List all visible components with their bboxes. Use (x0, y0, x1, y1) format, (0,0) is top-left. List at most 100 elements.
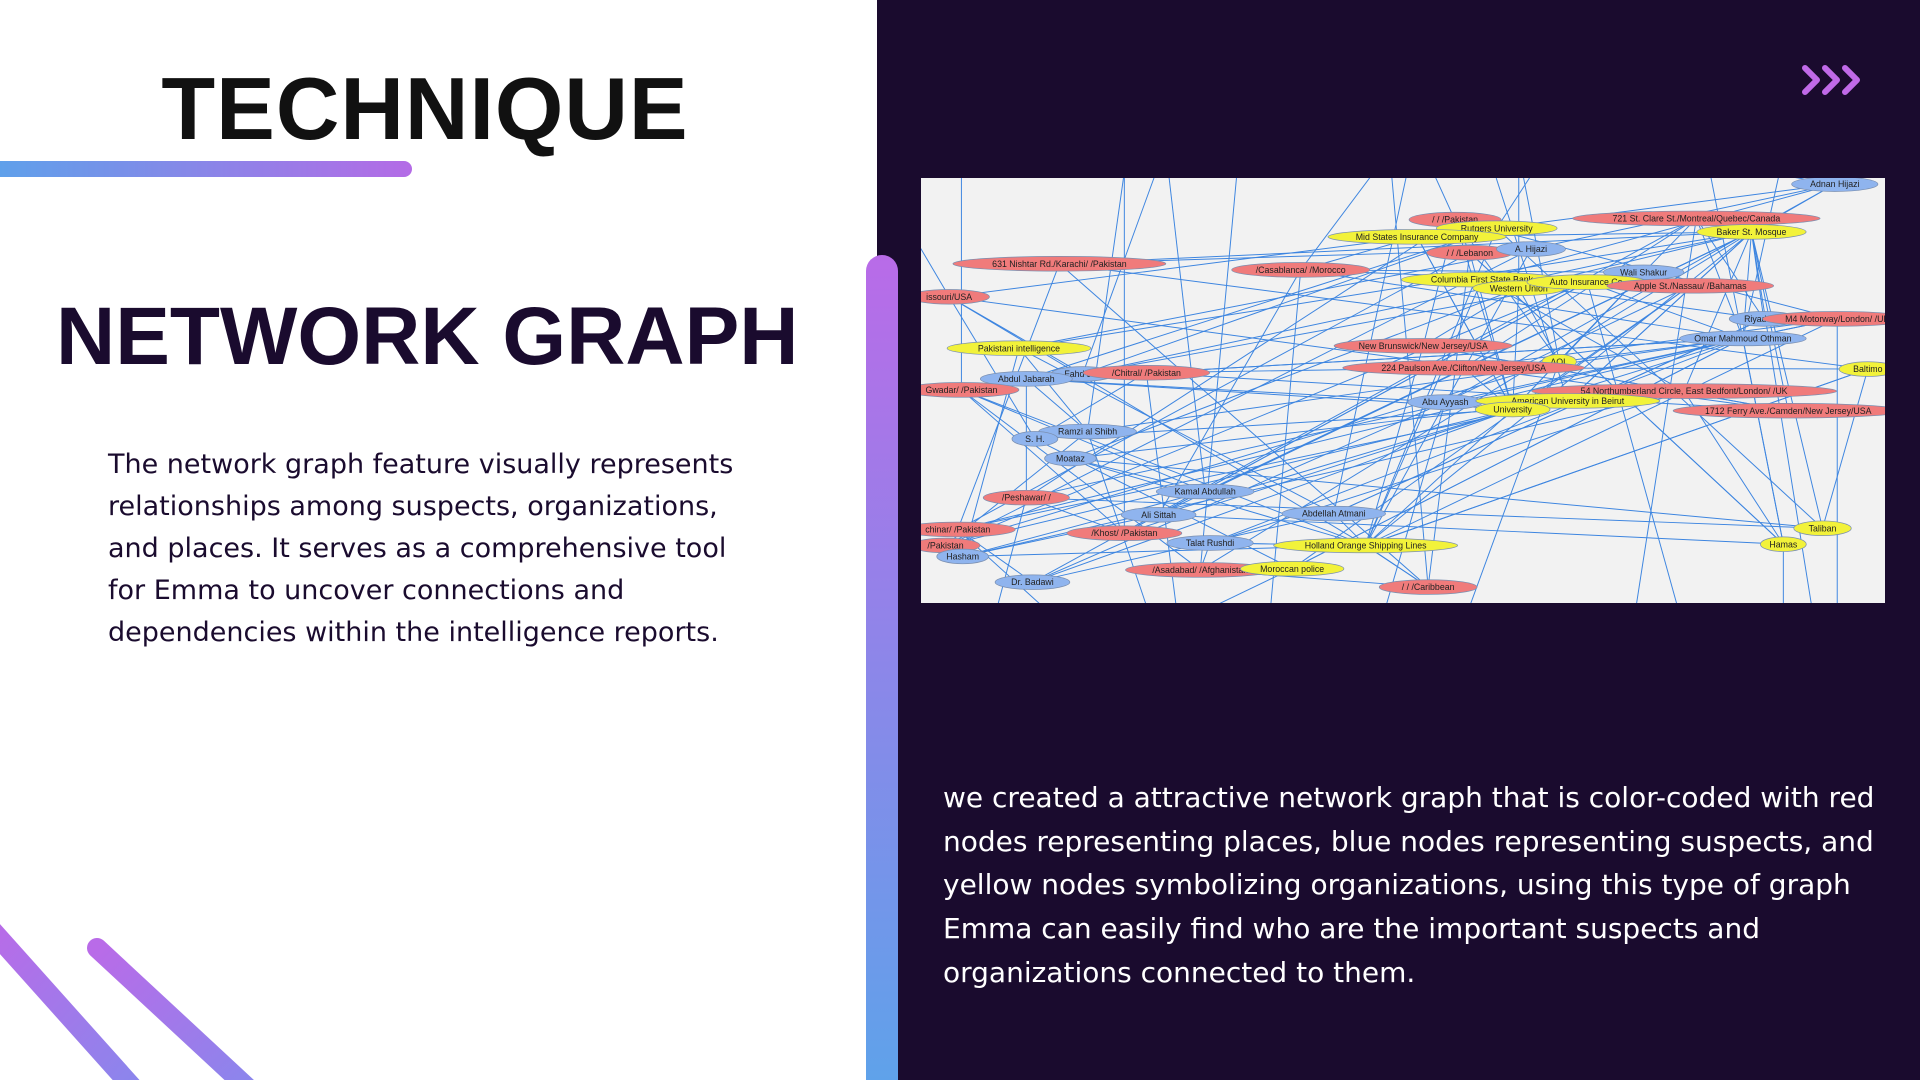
edge (1059, 263, 1429, 588)
node-label: Adnan Hijazi (1810, 179, 1859, 189)
node-label: Baker St. Mosque (1717, 227, 1787, 237)
node (921, 382, 1020, 398)
edge (949, 236, 1418, 299)
node-label: Western Union (1490, 283, 1548, 293)
node-label: chinar/ /Pakistan (925, 525, 990, 535)
node-label: 721 St. Clare St./Montreal/Quebec/Canada (1612, 213, 1780, 223)
edge (1070, 287, 1519, 459)
node-label: Apple St./Nassau/ /Bahamas (1634, 281, 1747, 291)
node-label: Mid States Insurance Company (1356, 232, 1479, 242)
node (1672, 402, 1885, 419)
chevrons-icon (1802, 65, 1860, 95)
edge (957, 263, 1060, 530)
node-label: 224 Paulson Ave./Clifton/New Jersey/USA (1381, 363, 1546, 373)
node (952, 256, 1167, 272)
edge (1026, 495, 1823, 529)
edge (1146, 337, 1743, 375)
node-label: / / /Caribbean (1402, 582, 1455, 592)
node (1606, 278, 1775, 294)
edge (1365, 279, 1483, 546)
node-label: Ali Sittah (1141, 510, 1176, 520)
text-line: Emma can easily find who are the importa… (943, 912, 1760, 946)
node (1240, 560, 1345, 577)
edge (1291, 285, 1691, 570)
edge (1643, 218, 1697, 273)
edge (957, 400, 1568, 531)
edge (1496, 178, 1531, 229)
node (1474, 401, 1551, 418)
edge (1018, 347, 1088, 432)
edge (1751, 231, 1812, 603)
edge (1032, 409, 1513, 583)
edge (1026, 337, 1744, 499)
edge (1087, 431, 1147, 603)
edge (961, 389, 1206, 492)
edge (1026, 378, 1088, 432)
node-label: /Khost/ /Pakistan (1091, 528, 1157, 538)
edge (1158, 269, 1302, 516)
edge (1270, 269, 1302, 603)
caption: we created a attractive network graph th… (943, 776, 1874, 995)
node (1762, 311, 1885, 327)
edge (1365, 368, 1869, 547)
node-label: Abdul Jabarah (998, 374, 1055, 384)
edge (1082, 280, 1588, 375)
text-line: and places. It serves as a comprehensive… (108, 533, 727, 564)
node-label: Hamas (1769, 539, 1797, 549)
edge (1365, 409, 1513, 546)
edge (1300, 178, 1371, 271)
node (1166, 535, 1254, 551)
node-label: S. H. (1025, 434, 1045, 444)
left-panel (0, 0, 877, 1080)
edge (1026, 376, 1446, 403)
node (1273, 537, 1459, 554)
decorative-stripes (0, 924, 254, 1080)
edge (957, 529, 1033, 583)
node (1496, 241, 1566, 257)
edge (948, 296, 1036, 440)
edge (948, 296, 1083, 375)
node (1044, 450, 1097, 467)
node (1327, 229, 1507, 245)
text-line: The network graph feature visually repre… (108, 449, 734, 480)
node-label: Auto Insurance Co. (1550, 277, 1625, 287)
text-line: yellow nodes symbolizing organizations, … (943, 868, 1851, 902)
node-label: Moataz (1056, 454, 1085, 464)
edge (1821, 368, 1869, 529)
edge (1512, 271, 1645, 410)
node-label: New Brunswick/New Jersey/USA (1359, 341, 1488, 351)
node (979, 371, 1073, 387)
node-label: Baltimo (1853, 364, 1882, 374)
edge (1683, 390, 1784, 545)
edge (1683, 231, 1752, 392)
edge (1168, 178, 1208, 492)
edge (1158, 512, 1784, 545)
node-label: Rutgers University (1461, 223, 1533, 233)
edge (957, 337, 1744, 531)
node-label: /Casablanca/ /Morocco (1256, 265, 1346, 275)
text-line: dependencies within the intelligence rep… (108, 617, 719, 648)
node (1155, 483, 1255, 500)
edge (1291, 338, 1744, 570)
node (936, 548, 989, 565)
node (921, 521, 1016, 538)
node-label: 631 Nishtar Rd./Karachi/ /Pakistan (992, 259, 1127, 269)
edge (1586, 281, 1678, 603)
section-heading: NETWORK GRAPH (56, 291, 799, 382)
network-graph: Adnan Hijazi 721 St. Clare St./Montreal/Q… (921, 178, 1885, 603)
edge (1059, 231, 1752, 266)
node (982, 489, 1070, 506)
edge (1198, 178, 1237, 570)
edge (1026, 227, 1497, 380)
edge (1751, 231, 1824, 529)
node-label: 54 Northumberland Circle, East Bedfont/L… (1581, 386, 1788, 396)
edge (1018, 231, 1752, 350)
edge (921, 247, 950, 298)
edge (1423, 345, 1789, 413)
node (1342, 360, 1585, 376)
edge (1496, 182, 1835, 229)
node-label: Kamal Abdullah (1175, 487, 1236, 497)
node (1011, 431, 1059, 447)
node (1082, 365, 1211, 381)
